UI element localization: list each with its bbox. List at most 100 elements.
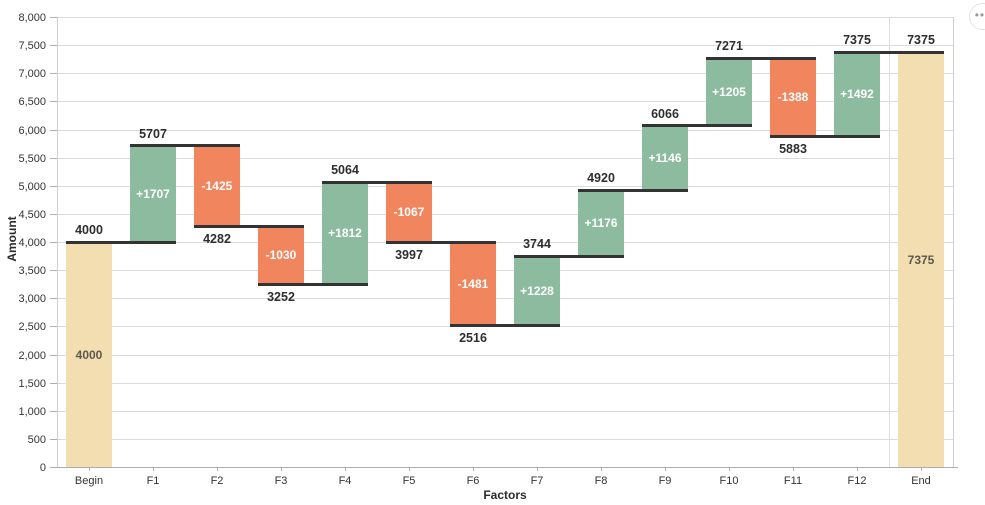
y-tick-label: 1,500 bbox=[18, 377, 46, 390]
y-tick-label: 500 bbox=[27, 433, 46, 446]
grid-line-y bbox=[57, 242, 953, 243]
bar-f9[interactable] bbox=[642, 125, 688, 191]
step-connector bbox=[834, 50, 944, 54]
bar-label-inside: -1425 bbox=[201, 179, 233, 194]
grid-line-y bbox=[57, 354, 953, 356]
bar-value-label: 7271 bbox=[715, 39, 743, 53]
grid-line-y bbox=[57, 438, 953, 440]
bar-f8[interactable] bbox=[578, 190, 624, 257]
x-tick-label: F12 bbox=[847, 475, 867, 487]
bar-f12[interactable] bbox=[834, 52, 880, 137]
x-axis-tick bbox=[89, 467, 90, 471]
y-tick-label: 4,000 bbox=[18, 237, 46, 249]
bar-value-label: 5883 bbox=[779, 142, 807, 157]
bar-value-label: 4282 bbox=[203, 232, 231, 247]
y-tick-label: 4,500 bbox=[18, 208, 46, 221]
bar-value-label: 5064 bbox=[331, 163, 359, 178]
bar-begin[interactable] bbox=[66, 242, 112, 467]
bar-label-inside: -1030 bbox=[265, 248, 297, 263]
bar-value-label: 3744 bbox=[523, 237, 551, 252]
x-axis-tick bbox=[281, 467, 282, 471]
y-axis-tick bbox=[50, 270, 57, 272]
bar-f3[interactable] bbox=[258, 226, 304, 285]
bar-end[interactable] bbox=[898, 52, 944, 467]
step-connector bbox=[706, 56, 816, 60]
bar-value-label: 7375 bbox=[843, 33, 871, 48]
x-tick-label: F3 bbox=[274, 475, 288, 487]
y-axis-tick bbox=[50, 298, 57, 300]
x-tick-label: F4 bbox=[338, 475, 352, 487]
x-axis-tick bbox=[473, 467, 474, 471]
grid-line-y bbox=[57, 17, 953, 18]
plot-right-border bbox=[953, 17, 954, 467]
x-tick-label: F5 bbox=[402, 475, 416, 487]
step-connector bbox=[450, 323, 560, 327]
y-axis-tick bbox=[50, 101, 57, 103]
bar-value-label: 4920 bbox=[587, 171, 615, 186]
x-tick-label: F10 bbox=[719, 475, 739, 487]
x-axis-tick bbox=[409, 467, 410, 471]
bar-label-inside: 4000 bbox=[75, 347, 103, 362]
bar-f10[interactable] bbox=[706, 58, 752, 126]
bar-value-label: 7375 bbox=[907, 33, 935, 48]
bar-f5[interactable] bbox=[386, 182, 432, 243]
bar-label-inside: 7375 bbox=[907, 252, 935, 267]
bar-label-inside: +1176 bbox=[584, 216, 618, 231]
ellipsis-icon: ••• bbox=[974, 8, 985, 22]
bar-label-inside: -1067 bbox=[393, 205, 425, 220]
grid-line-y bbox=[57, 298, 953, 300]
x-axis-title: Factors bbox=[483, 488, 527, 502]
y-tick-label: 5,500 bbox=[18, 152, 46, 165]
x-axis-tick bbox=[537, 467, 538, 471]
x-tick-label: F9 bbox=[658, 475, 672, 487]
y-axis-tick bbox=[50, 17, 57, 18]
grid-line-y bbox=[57, 101, 953, 103]
y-axis-tick bbox=[50, 438, 57, 440]
x-axis-tick bbox=[793, 467, 794, 471]
step-connector bbox=[514, 254, 624, 258]
x-axis-tick bbox=[665, 467, 666, 471]
y-tick-label: 1,000 bbox=[18, 405, 46, 418]
bar-label-inside: +1492 bbox=[840, 87, 874, 102]
bar-label-inside: +1228 bbox=[520, 283, 554, 298]
x-axis-tick bbox=[153, 467, 154, 471]
y-axis-tick bbox=[50, 185, 57, 187]
x-axis-tick bbox=[729, 467, 730, 471]
y-axis-tick bbox=[50, 326, 57, 328]
bar-f2[interactable] bbox=[194, 145, 240, 227]
y-tick-label: 0 bbox=[39, 462, 46, 474]
bar-f11[interactable] bbox=[770, 58, 816, 137]
step-connector bbox=[130, 144, 240, 148]
grid-line-y bbox=[57, 73, 953, 75]
bar-f6[interactable] bbox=[450, 242, 496, 326]
x-axis-tick bbox=[601, 467, 602, 471]
x-tick-label: F1 bbox=[146, 475, 160, 487]
step-connector bbox=[194, 224, 304, 228]
x-tick-label: F7 bbox=[530, 475, 544, 487]
bar-f1[interactable] bbox=[130, 145, 176, 242]
x-tick-label: F6 bbox=[466, 475, 480, 487]
bar-f4[interactable] bbox=[322, 182, 368, 285]
grid-line-y bbox=[57, 129, 953, 131]
bar-label-inside: +1707 bbox=[136, 186, 170, 201]
y-axis-tick bbox=[50, 242, 57, 243]
bar-value-label: 6066 bbox=[651, 106, 679, 121]
y-axis-tick bbox=[50, 410, 57, 412]
grid-line-y bbox=[57, 213, 953, 215]
y-tick-label: 6,000 bbox=[18, 124, 46, 137]
x-axis-line bbox=[57, 467, 958, 468]
y-axis-title: Amount bbox=[5, 216, 19, 262]
y-axis-tick bbox=[50, 213, 57, 215]
step-connector bbox=[770, 134, 880, 138]
y-tick-label: 3,500 bbox=[18, 265, 46, 278]
grid-line-y bbox=[57, 382, 953, 384]
bar-value-label: 2516 bbox=[459, 331, 487, 346]
grid-line-y bbox=[57, 157, 953, 159]
y-tick-label: 2,000 bbox=[18, 349, 46, 362]
bar-f7[interactable] bbox=[514, 256, 560, 326]
bar-label-inside: +1146 bbox=[648, 151, 682, 166]
x-tick-label: End bbox=[911, 475, 931, 487]
grid-line-x-end bbox=[889, 17, 890, 467]
